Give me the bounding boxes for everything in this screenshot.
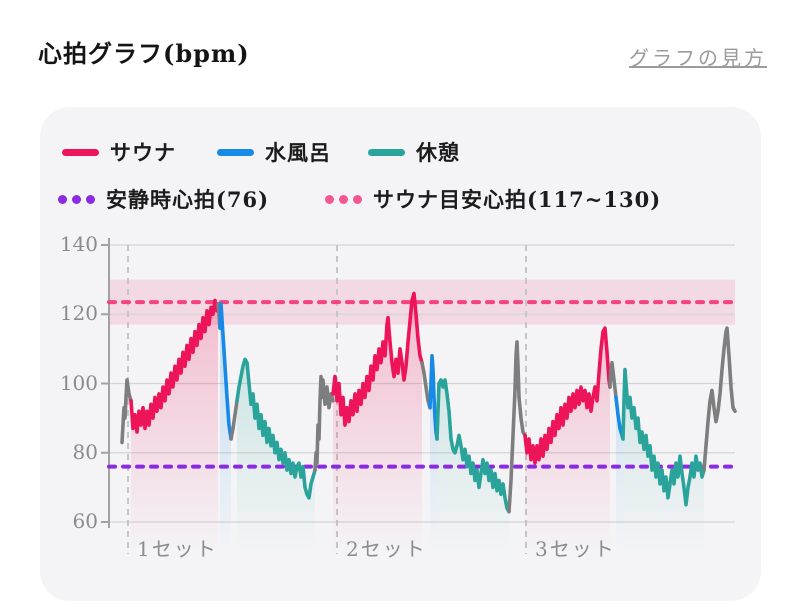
legend-label-rest: 休憩: [416, 140, 460, 165]
y-tick-120: 120: [59, 301, 98, 326]
graph-help-link[interactable]: グラフの見方: [629, 46, 767, 70]
target-hr-dots-icon: [325, 194, 362, 204]
x-set-label-1: 1セット: [137, 537, 218, 561]
y-tick-80: 80: [72, 439, 98, 464]
sauna-line-swatch-icon: [62, 148, 99, 156]
chart-card: サウナ 水風呂 休憩 安静時心拍(76) サウナ目安心拍(117~130): [40, 107, 761, 601]
y-tick-140: 140: [59, 232, 98, 256]
legend-label-target-hr: サウナ目安心拍(117~130): [373, 187, 662, 212]
y-tick-60: 60: [72, 509, 98, 533]
resting-hr-dots-icon: [58, 194, 95, 204]
legend-item-water: 水風呂: [217, 137, 331, 167]
legend-item-rest: 休憩: [368, 137, 460, 167]
y-tick-100: 100: [59, 370, 98, 395]
legend-item-sauna: サウナ: [62, 137, 176, 167]
page-title: 心拍グラフ(bpm): [38, 39, 250, 68]
x-set-label-2: 2セット: [346, 537, 427, 561]
legend-item-target-hr: サウナ目安心拍(117~130): [325, 184, 661, 214]
legend-item-resting-hr: 安静時心拍(76): [58, 184, 269, 214]
water-line-swatch-icon: [217, 148, 254, 156]
legend-label-resting-hr: 安静時心拍(76): [106, 187, 270, 212]
legend-label-sauna: サウナ: [110, 140, 176, 165]
x-set-label-3: 3セット: [535, 537, 616, 561]
rest-line-swatch-icon: [368, 148, 405, 156]
legend-label-water: 水風呂: [265, 140, 331, 165]
